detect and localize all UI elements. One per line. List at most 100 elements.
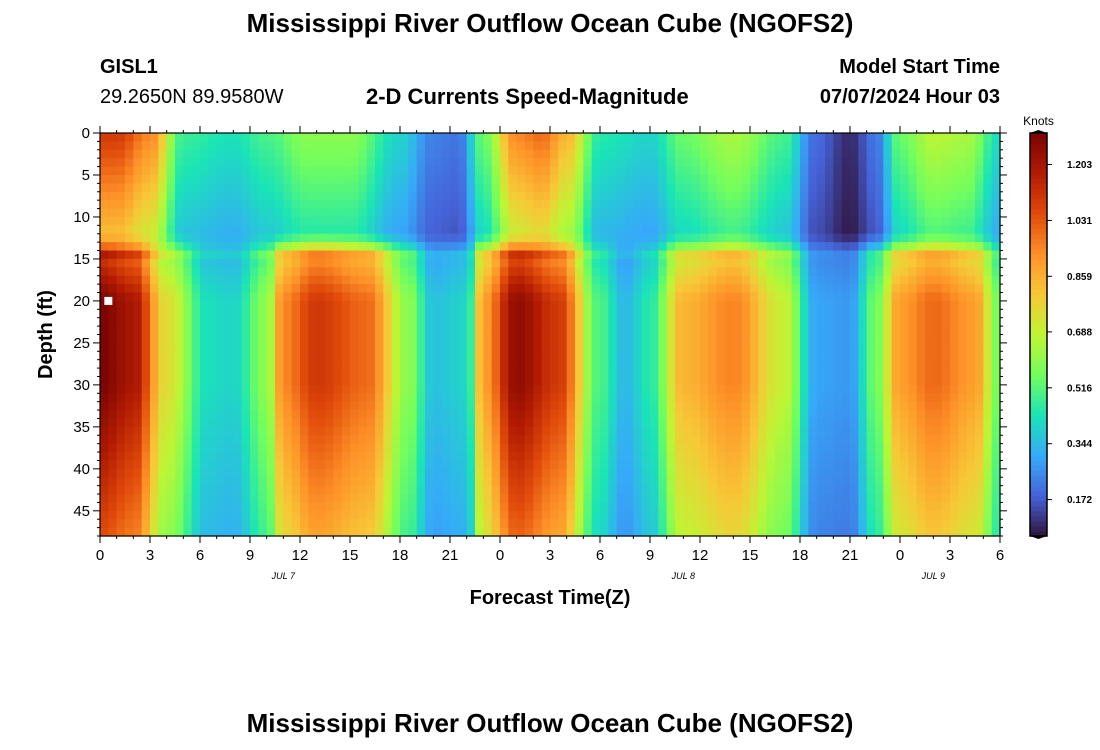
heatmap-cell [883, 225, 893, 235]
heatmap-cell [358, 334, 368, 344]
heatmap-cell [925, 292, 934, 302]
heatmap-cell [533, 502, 543, 512]
heatmap-cell [258, 435, 268, 445]
heatmap-cell [175, 494, 184, 504]
heatmap-cell [816, 141, 826, 151]
heatmap-cell [275, 443, 284, 453]
heatmap-cell [166, 317, 176, 327]
heatmap-cell [483, 275, 493, 285]
heatmap-cell [300, 393, 309, 403]
heatmap-cell [433, 401, 443, 411]
heatmap-cell [625, 191, 634, 201]
heatmap-cell [766, 284, 776, 294]
heatmap-cell [900, 258, 909, 268]
heatmap-cell [308, 149, 318, 159]
heatmap-cell [458, 267, 468, 277]
heatmap-cell [541, 460, 551, 470]
heatmap-cell [825, 410, 834, 420]
heatmap-cell [241, 292, 251, 302]
heatmap-cell [208, 300, 218, 310]
heatmap-cell [750, 309, 759, 319]
heatmap-cell [500, 326, 509, 336]
heatmap-cell [425, 191, 434, 201]
heatmap-cell [325, 200, 334, 210]
heatmap-cell [933, 233, 943, 243]
heatmap-cell [225, 233, 234, 243]
heatmap-cell [308, 208, 318, 218]
heatmap-cell [583, 292, 593, 302]
heatmap-cell [725, 393, 734, 403]
heatmap-cell [341, 468, 351, 478]
heatmap-cell [908, 418, 918, 428]
heatmap-cell [291, 393, 301, 403]
heatmap-cell [425, 267, 434, 277]
heatmap-cell [766, 435, 776, 445]
heatmap-cell [941, 393, 951, 403]
heatmap-cell [675, 233, 684, 243]
heatmap-cell [708, 384, 718, 394]
heatmap-cell [533, 208, 543, 218]
heatmap-cell [475, 342, 484, 352]
heatmap-cell [283, 250, 293, 260]
heatmap-cell [366, 452, 376, 462]
heatmap-cell [625, 317, 634, 327]
heatmap-cell [541, 267, 551, 277]
heatmap-cell [225, 485, 234, 495]
heatmap-cell [491, 401, 501, 411]
heatmap-cell [683, 326, 693, 336]
heatmap-cell [583, 468, 593, 478]
heatmap-cell [408, 141, 418, 151]
heatmap-cell [533, 183, 543, 193]
heatmap-cell [825, 468, 834, 478]
heatmap-cell [133, 519, 143, 529]
heatmap-cell [483, 250, 493, 260]
heatmap-cell [458, 426, 468, 436]
heatmap-cell [533, 242, 543, 252]
heatmap-cell [483, 133, 493, 142]
heatmap-cell [341, 359, 351, 369]
heatmap-cell [775, 426, 784, 436]
heatmap-cell [333, 233, 343, 243]
heatmap-cell [558, 519, 568, 529]
heatmap-cell [808, 292, 818, 302]
heatmap-cell [258, 376, 268, 386]
heatmap-cell [508, 309, 518, 319]
heatmap-cell [175, 250, 184, 260]
heatmap-cell [650, 258, 659, 268]
heatmap-cell [508, 158, 518, 168]
heatmap-cell [233, 334, 243, 344]
heatmap-cell [925, 468, 934, 478]
heatmap-cell [783, 485, 793, 495]
heatmap-cell [400, 342, 409, 352]
heatmap-cell [766, 183, 776, 193]
heatmap-cell [100, 141, 109, 151]
heatmap-cell [533, 149, 543, 159]
heatmap-cell [508, 468, 518, 478]
heatmap-cell [516, 258, 526, 268]
heatmap-cell [275, 460, 284, 470]
heatmap-cell [800, 435, 809, 445]
heatmap-cell [475, 384, 484, 394]
heatmap-cell [666, 502, 676, 512]
heatmap-cell [416, 309, 426, 319]
heatmap-cell [866, 376, 876, 386]
heatmap-cell [358, 368, 368, 378]
heatmap-cell [133, 158, 143, 168]
heatmap-cell [833, 225, 843, 235]
heatmap-cell [741, 334, 751, 344]
heatmap-cell [625, 326, 634, 336]
heatmap-cell [375, 393, 384, 403]
heatmap-cell [725, 174, 734, 184]
heatmap-cell [325, 208, 334, 218]
heatmap-cell [225, 426, 234, 436]
heatmap-cell [233, 443, 243, 453]
heatmap-cell [808, 309, 818, 319]
heatmap-cell [266, 384, 276, 394]
heatmap-cell [158, 351, 168, 361]
heatmap-cell [475, 233, 484, 243]
heatmap-cell [366, 133, 376, 142]
heatmap-cell [191, 376, 201, 386]
heatmap-cell [325, 351, 334, 361]
heatmap-cell [616, 401, 626, 411]
heatmap-cell [108, 477, 118, 487]
